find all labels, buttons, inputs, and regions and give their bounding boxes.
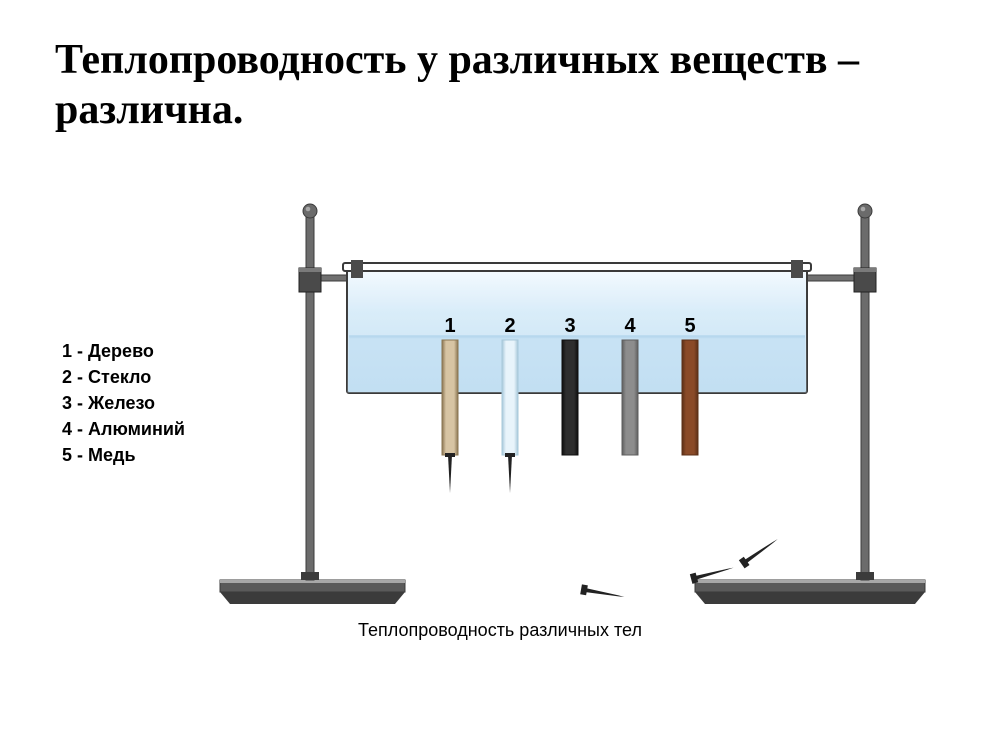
rod-4 — [622, 340, 638, 455]
legend-item: 3 - Железо — [62, 390, 185, 416]
legend-item: 5 - Медь — [62, 442, 185, 468]
rod-number: 5 — [684, 315, 695, 337]
diagram-caption: Теплопроводность различных тел — [0, 620, 1000, 641]
fallen-pin — [739, 535, 781, 568]
experiment-diagram: 1 2 3 4 5 — [215, 200, 935, 620]
legend: 1 - Дерево2 - Стекло3 - Железо4 - Алюмин… — [62, 338, 185, 468]
rod-2 — [502, 340, 518, 455]
legend-item: 2 - Стекло — [62, 364, 185, 390]
legend-item: 1 - Дерево — [62, 338, 185, 364]
rod-number: 4 — [624, 315, 636, 337]
rod-3 — [562, 340, 578, 455]
hanging-pin — [505, 453, 515, 493]
rod-number: 1 — [444, 315, 455, 337]
fallen-pin — [580, 584, 625, 601]
rod-1 — [442, 340, 458, 455]
rod-number: 2 — [504, 315, 515, 337]
page-title: Теплопроводность у различных веществ – р… — [55, 35, 1000, 136]
rod-number: 3 — [564, 315, 575, 337]
legend-item: 4 - Алюминий — [62, 416, 185, 442]
rod-5 — [682, 340, 698, 455]
hanging-pin — [445, 453, 455, 493]
